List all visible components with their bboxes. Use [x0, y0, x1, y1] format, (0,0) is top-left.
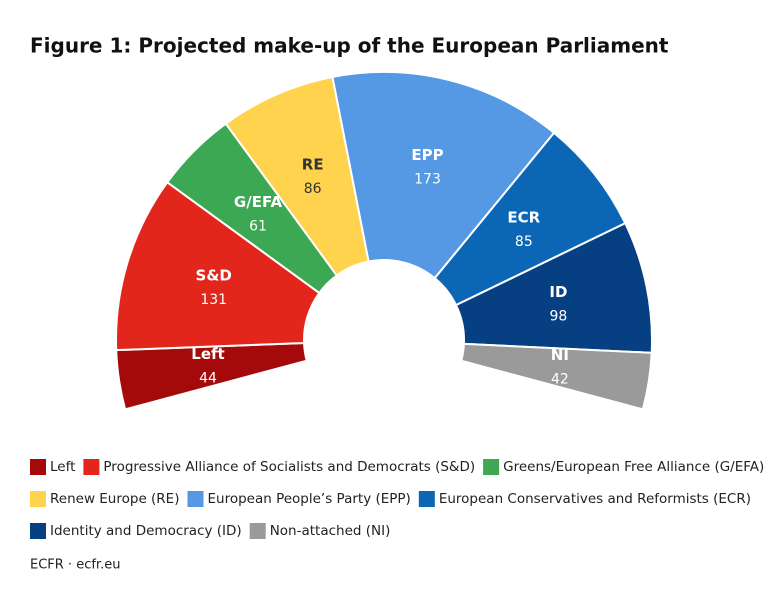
- seat-segment: [115, 180, 321, 352]
- segment-name: RE: [302, 155, 324, 173]
- segment-value: 44: [199, 371, 217, 387]
- segment-name: Left: [191, 345, 224, 363]
- legend-swatch: [83, 459, 100, 475]
- legend-label: Greens/European Free Alliance (G/EFA): [503, 459, 764, 475]
- segment-name: G/EFA: [234, 193, 283, 211]
- segment-name: EPP: [411, 146, 443, 164]
- segment-name: ECR: [507, 208, 540, 226]
- segment-value: 98: [549, 308, 567, 324]
- legend-label: European People’s Party (EPP): [207, 491, 410, 507]
- legend-label: Progressive Alliance of Socialists and D…: [103, 459, 475, 475]
- segment-value: 61: [249, 218, 267, 234]
- legend-label: Left: [50, 459, 75, 475]
- segment-name: NI: [551, 346, 569, 364]
- segment-name: ID: [549, 283, 567, 301]
- segment-value: 85: [515, 234, 533, 250]
- segment-name: S&D: [196, 267, 232, 285]
- legend-label: European Conservatives and Reformists (E…: [439, 491, 751, 507]
- legend-swatch: [418, 491, 435, 507]
- legend-swatch: [249, 523, 266, 539]
- legend-swatch: [187, 491, 204, 507]
- legend-label: Identity and Democracy (ID): [50, 523, 242, 539]
- chart-title: Figure 1: Projected make-up of the Europ…: [30, 34, 669, 58]
- segment-value: 131: [200, 292, 227, 308]
- seat-segment: [460, 342, 653, 411]
- legend-swatch: [30, 523, 46, 539]
- segment-value: 173: [414, 171, 441, 187]
- legend-label: Renew Europe (RE): [50, 491, 179, 507]
- legend-swatch: [483, 459, 500, 475]
- segment-value: 86: [304, 181, 322, 197]
- segment-value: 42: [551, 371, 569, 387]
- source: ECFR · ecfr.eu: [30, 558, 120, 573]
- legend-swatch: [30, 459, 46, 475]
- legend-swatch: [30, 491, 46, 507]
- legend-label: Non-attached (NI): [270, 523, 391, 539]
- seat-segment: [331, 71, 556, 280]
